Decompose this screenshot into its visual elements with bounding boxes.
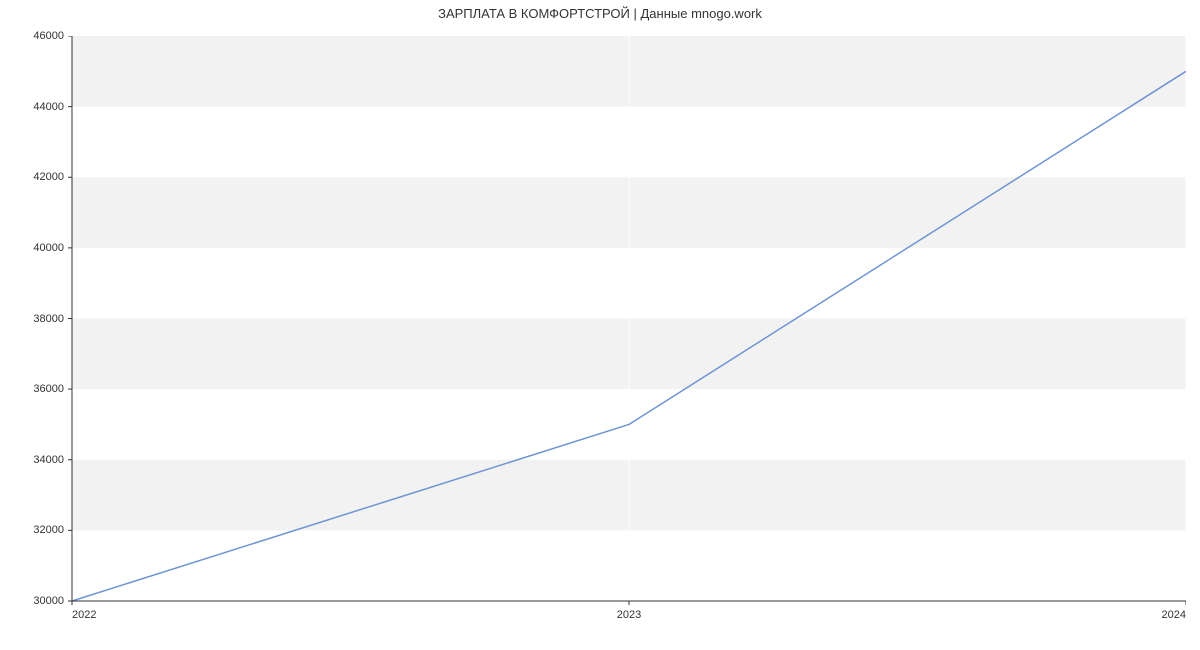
- y-tick-label: 30000: [33, 595, 64, 607]
- x-tick-label: 2024: [1162, 609, 1186, 621]
- y-tick-label: 34000: [33, 454, 64, 466]
- plot-area: 3000032000340003600038000400004200044000…: [72, 36, 1186, 601]
- y-tick-label: 44000: [33, 101, 64, 113]
- y-tick-label: 38000: [33, 313, 64, 325]
- x-tick-label: 2023: [617, 609, 641, 621]
- y-tick-label: 36000: [33, 383, 64, 395]
- y-tick-label: 40000: [33, 242, 64, 254]
- salary-line-chart: ЗАРПЛАТА В КОМФОРТСТРОЙ | Данные mnogo.w…: [0, 0, 1200, 650]
- y-tick-label: 42000: [33, 171, 64, 183]
- chart-svg: [66, 36, 1186, 607]
- y-tick-label: 46000: [33, 30, 64, 42]
- x-tick-label: 2022: [72, 609, 96, 621]
- y-tick-label: 32000: [33, 524, 64, 536]
- chart-title: ЗАРПЛАТА В КОМФОРТСТРОЙ | Данные mnogo.w…: [0, 6, 1200, 21]
